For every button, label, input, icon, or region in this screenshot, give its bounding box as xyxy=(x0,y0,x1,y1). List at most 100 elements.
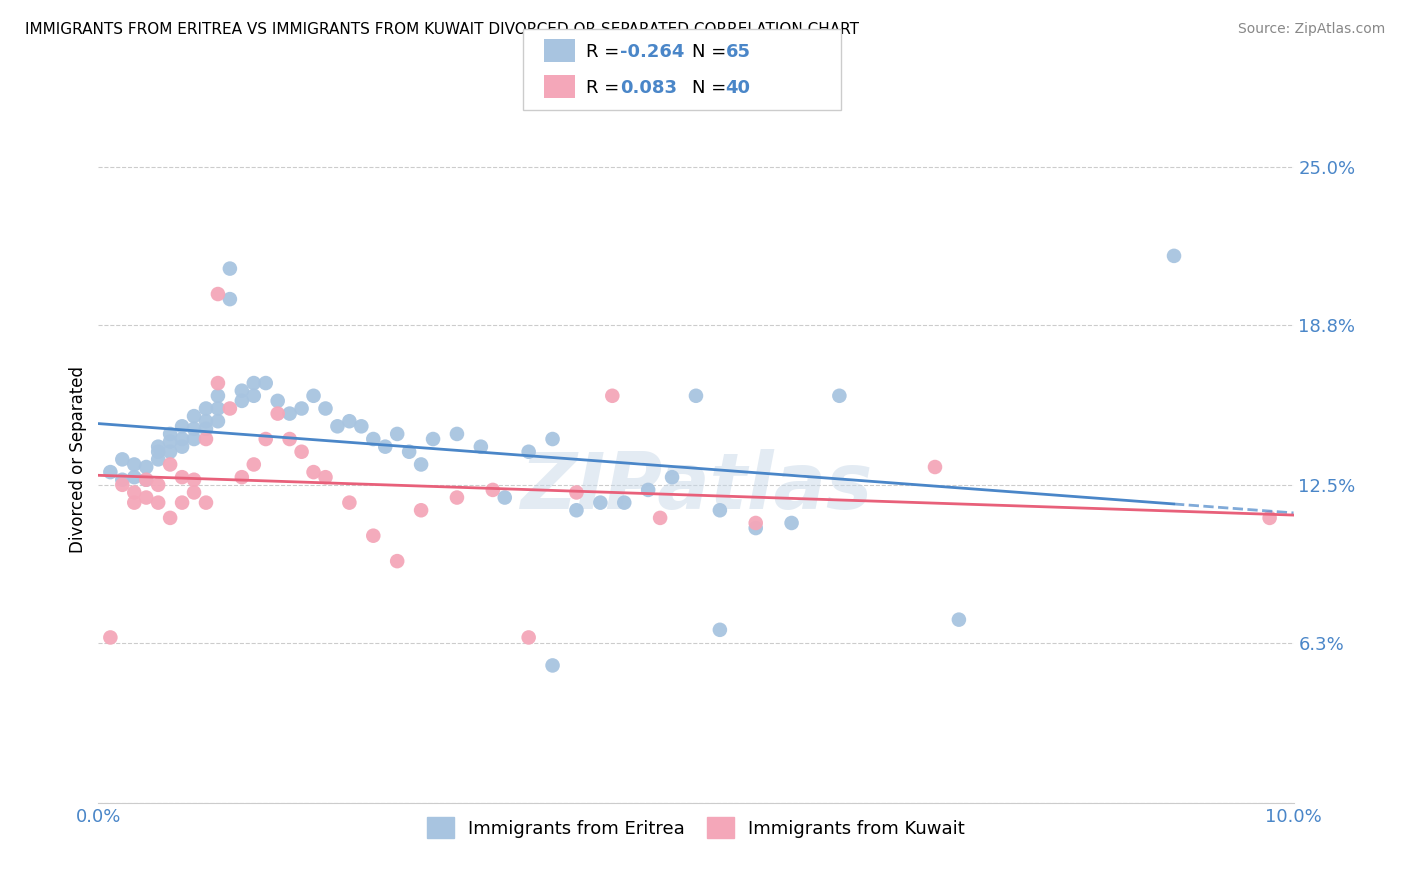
Text: 0.083: 0.083 xyxy=(620,79,678,97)
Text: -0.264: -0.264 xyxy=(620,44,685,62)
Point xyxy=(517,631,540,645)
Point xyxy=(135,473,157,487)
Point xyxy=(302,465,325,479)
Point xyxy=(219,292,242,306)
Point xyxy=(98,465,122,479)
Text: N =: N = xyxy=(692,44,731,62)
Point xyxy=(446,426,468,441)
Point xyxy=(1163,249,1185,263)
Point xyxy=(183,432,205,446)
Point xyxy=(411,458,433,472)
Point xyxy=(385,554,409,568)
Point xyxy=(254,376,277,390)
Point xyxy=(231,384,253,398)
Point xyxy=(219,401,242,416)
Point xyxy=(709,623,731,637)
Point xyxy=(172,419,194,434)
Text: 40: 40 xyxy=(725,79,751,97)
Text: Source: ZipAtlas.com: Source: ZipAtlas.com xyxy=(1237,22,1385,37)
Point xyxy=(339,414,361,428)
Point xyxy=(745,521,768,535)
Point xyxy=(350,419,373,434)
Point xyxy=(159,434,181,449)
Point xyxy=(111,478,134,492)
Point xyxy=(124,495,146,509)
Text: IMMIGRANTS FROM ERITREA VS IMMIGRANTS FROM KUWAIT DIVORCED OR SEPARATED CORRELAT: IMMIGRANTS FROM ERITREA VS IMMIGRANTS FR… xyxy=(25,22,859,37)
Point xyxy=(159,511,181,525)
Point xyxy=(231,393,253,408)
Point xyxy=(446,491,468,505)
Point xyxy=(470,440,492,454)
Point xyxy=(315,470,337,484)
Y-axis label: Divorced or Separated: Divorced or Separated xyxy=(69,366,87,553)
Point xyxy=(207,287,229,301)
Point xyxy=(589,495,612,509)
Point xyxy=(207,389,229,403)
Point xyxy=(602,389,624,403)
Point xyxy=(159,444,181,458)
Point xyxy=(195,495,218,509)
Point xyxy=(195,432,218,446)
Point xyxy=(148,495,170,509)
Point xyxy=(374,440,396,454)
Point xyxy=(243,376,266,390)
Point xyxy=(207,414,229,428)
Point xyxy=(254,432,277,446)
Text: R =: R = xyxy=(586,79,631,97)
Point xyxy=(135,491,157,505)
Point xyxy=(948,613,970,627)
Point xyxy=(385,426,409,441)
Point xyxy=(124,458,146,472)
Point xyxy=(243,458,266,472)
Point xyxy=(924,460,946,475)
Point xyxy=(195,414,218,428)
Point xyxy=(339,495,361,509)
Point xyxy=(148,452,170,467)
Point xyxy=(685,389,707,403)
Point xyxy=(661,470,683,484)
Point xyxy=(650,511,672,525)
Point xyxy=(780,516,803,530)
Point xyxy=(135,473,157,487)
Point xyxy=(637,483,659,497)
Point xyxy=(565,485,588,500)
Text: R =: R = xyxy=(586,44,626,62)
Point xyxy=(207,401,229,416)
Point xyxy=(148,444,170,458)
Point xyxy=(541,658,564,673)
Point xyxy=(159,426,181,441)
Point xyxy=(243,389,266,403)
Point xyxy=(613,495,636,509)
Point xyxy=(172,432,194,446)
Point xyxy=(278,432,301,446)
Point xyxy=(183,409,205,424)
Point xyxy=(148,440,170,454)
Point xyxy=(111,452,134,467)
Point xyxy=(363,529,385,543)
Point xyxy=(411,503,433,517)
Point xyxy=(124,485,146,500)
Point xyxy=(195,422,218,436)
Point xyxy=(183,473,205,487)
Point xyxy=(148,478,170,492)
Point xyxy=(172,495,194,509)
Legend: Immigrants from Eritrea, Immigrants from Kuwait: Immigrants from Eritrea, Immigrants from… xyxy=(419,810,973,846)
Point xyxy=(183,485,205,500)
Point xyxy=(1258,511,1281,525)
Point xyxy=(291,444,314,458)
Point xyxy=(98,631,122,645)
Point xyxy=(183,422,205,436)
Point xyxy=(124,470,146,484)
Point xyxy=(135,460,157,475)
Point xyxy=(517,444,540,458)
Point xyxy=(172,470,194,484)
Point xyxy=(278,407,301,421)
Point xyxy=(291,401,314,416)
Point xyxy=(828,389,851,403)
Point xyxy=(398,444,420,458)
Point xyxy=(302,389,325,403)
Point xyxy=(159,458,181,472)
Text: ZIPatlas: ZIPatlas xyxy=(520,449,872,524)
Point xyxy=(745,516,768,530)
Point xyxy=(422,432,444,446)
